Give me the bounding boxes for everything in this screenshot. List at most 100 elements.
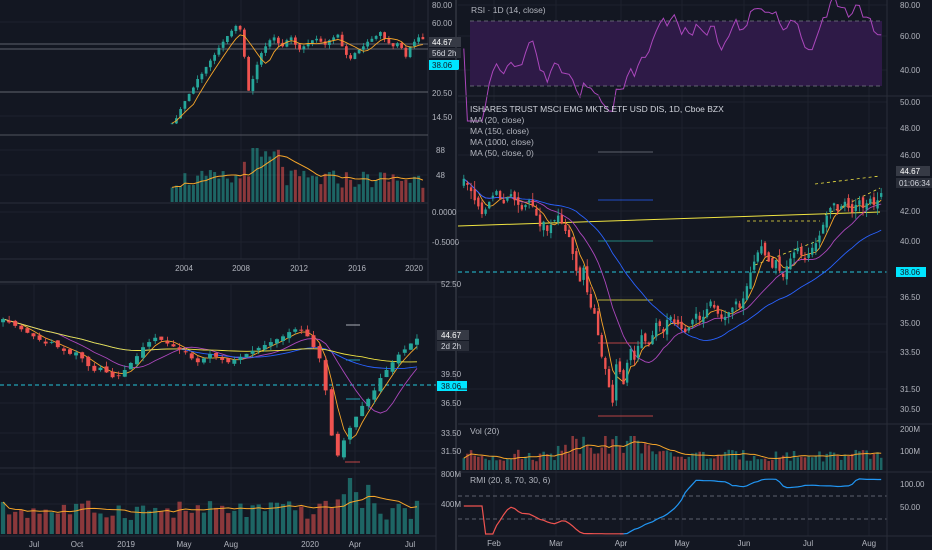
candle-body [234,25,238,32]
monthly-time-tick: 2012 [290,264,308,273]
volume-bar [614,436,618,470]
volume-bar [487,460,491,470]
weekly-pane[interactable]: 52.50 44.67 2d 2h 39.50 38.06 36.50 33.5… [0,280,469,550]
volume-bar [466,453,469,470]
chart-title: ISHARES TRUST MSCI EMG MKTS ETF USD DIS,… [470,104,724,114]
volume-bar [31,508,36,534]
volume-bar [665,450,669,470]
candle-body [615,364,618,401]
candle-body [400,42,404,48]
daily-candles[interactable] [462,174,883,407]
candle-body [315,38,319,41]
volume-bar [262,511,267,534]
candle-body [756,252,759,262]
volume-bar [353,492,359,534]
volume-bar [683,459,687,470]
volume-bar [622,452,625,470]
daily-time-tick: Aug [862,539,876,548]
volume-bar [843,454,847,470]
candle-body [676,319,680,325]
volume-bar [170,187,174,202]
volume-bar [800,456,803,470]
daily-last-price-tag [896,166,930,176]
candle-body [861,197,865,208]
volume-bar [839,459,843,470]
candle-body [336,34,340,38]
volume-bar [414,500,420,534]
volume-bar [213,172,217,202]
volume-bar [213,507,219,534]
volume-bar [745,460,749,470]
candle-body [276,37,280,44]
candle-body [311,335,316,348]
candle-body [622,370,625,385]
volume-bar [116,505,121,534]
candle-body [596,311,600,336]
daily-price-tick: 36.50 [900,293,921,302]
candle-body [865,203,868,210]
volume-bar [238,503,243,534]
volume-bar [408,518,413,534]
candle-body [517,197,520,205]
candle-body [370,38,374,42]
volume-bar [676,456,680,470]
volume-bar [876,452,879,470]
candle-body [738,303,741,308]
candle-body [749,272,752,289]
volume-bar [575,438,578,470]
weekly-volume-tick: 800M [441,470,461,479]
weekly-time-tick: Jul [405,540,415,549]
candle-body [43,341,48,344]
candle-body [68,349,72,354]
weekly-candles[interactable] [1,315,419,460]
candle-body [705,309,709,318]
candle-body [814,243,818,252]
volume-bar [731,450,734,470]
volume-bar [256,504,261,534]
volume-bar [818,451,821,470]
daily-wedge-line[interactable] [814,175,881,185]
volume-bar [698,451,701,470]
daily-price-tick: 33.50 [900,348,921,357]
daily-last-price-text: 44.67 [900,167,921,176]
candle-body [633,350,636,360]
daily-trendline[interactable] [457,211,881,227]
candle-body [734,301,738,305]
candle-body [372,390,377,400]
volume-bar [327,172,331,202]
candle-body [80,352,85,359]
candle-body [287,332,292,339]
volume-bar [778,457,781,470]
candle-body [832,203,836,206]
candle-body [611,384,614,403]
candle-body [378,32,382,36]
volume-bar [281,166,285,202]
volume-bar [165,508,170,534]
volume-bar [305,518,310,534]
monthly-pane[interactable]: 80.00 60.00 44.67 56d 2h 38.06 20.50 14.… [0,0,461,282]
candle-body [408,46,412,58]
daily-pane[interactable]: RSI · 1D (14, close) ISHARES TRUST MSCI … [457,0,932,550]
volume-bar [226,513,231,534]
candle-body [213,54,217,61]
candle-body [546,225,549,231]
candle-body [104,366,109,373]
volume-bar [760,459,763,470]
volume-bar [538,453,542,470]
volume-bar [571,436,574,470]
volume-bar [349,179,353,202]
volume-bar [673,456,676,470]
volume-bar [498,459,502,470]
volume-bar [716,455,720,470]
candle-body [763,242,767,256]
volume-bar [506,458,509,470]
candle-body [349,55,353,59]
volume-bar [340,187,344,202]
candle-body [469,187,473,192]
volume-bar [829,451,832,470]
monthly-candles[interactable] [170,24,425,125]
candle-body [578,267,582,282]
volume-bar [336,183,340,202]
candle-body [274,339,279,344]
